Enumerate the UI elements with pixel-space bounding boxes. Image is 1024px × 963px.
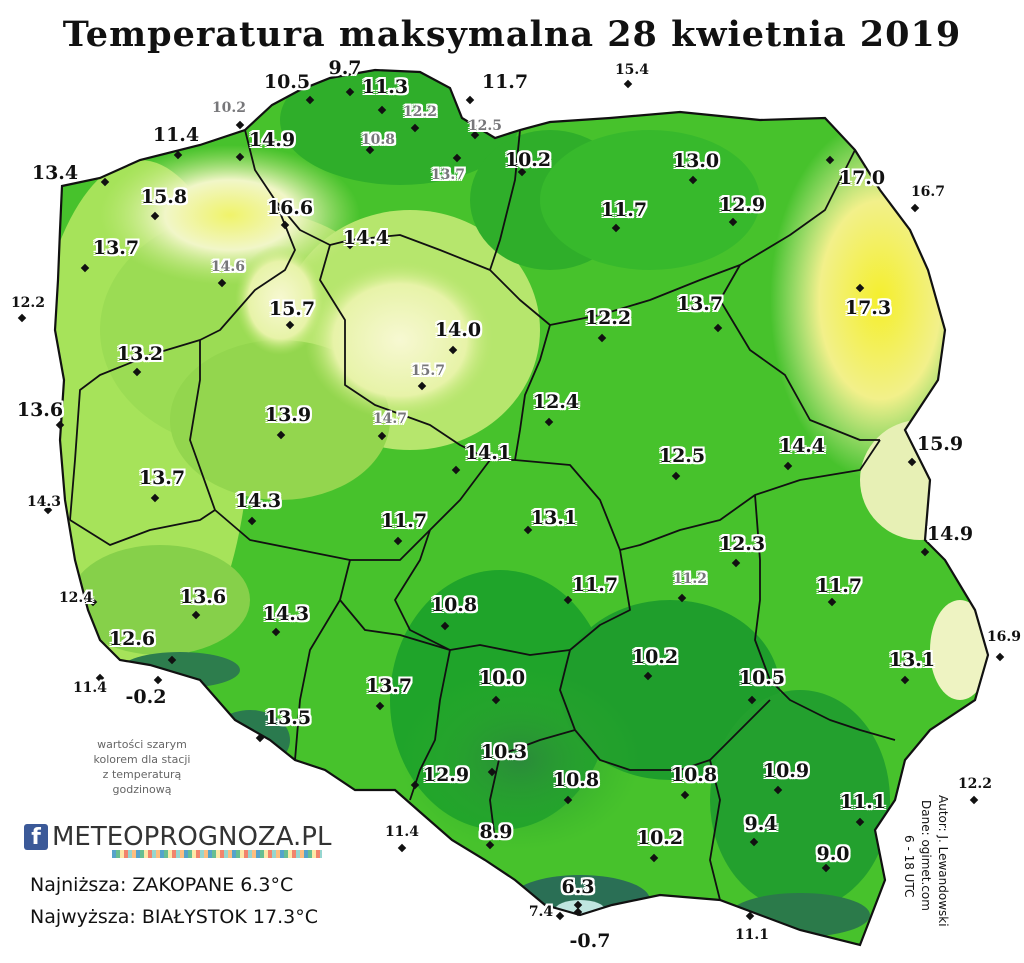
station-temperature-label: 13.6 [179, 586, 227, 608]
station-temperature-label: 9.0 [816, 843, 850, 865]
station-temperature-label: 10.5 [738, 667, 786, 689]
station-temperature-label: 14.3 [26, 494, 62, 510]
station-temperature-label: 10.0 [478, 667, 526, 689]
station-temperature-label: 11.1 [734, 927, 770, 943]
station-temperature-label: 13.7 [430, 167, 466, 183]
station-temperature-label: 10.3 [480, 741, 528, 763]
station-temperature-label: 14.4 [778, 435, 826, 457]
station-temperature-label: 11.4 [384, 824, 420, 840]
station-temperature-label: 11.7 [571, 574, 619, 596]
station-temperature-label: 17.3 [844, 297, 892, 319]
data-source-credit: Dane: ogimet.com [919, 800, 933, 911]
station-temperature-label: 10.2 [211, 100, 247, 116]
station-temperature-label: 13.1 [888, 649, 936, 671]
station-temperature-label: 10.2 [504, 149, 552, 171]
station-temperature-label: 12.2 [10, 295, 46, 311]
station-temperature-label: 13.0 [672, 150, 720, 172]
station-temperature-label: 12.6 [108, 628, 156, 650]
station-temperature-label: 10.8 [670, 764, 718, 786]
station-temperature-label: 12.2 [402, 104, 438, 120]
station-temperature-label: 12.5 [467, 118, 503, 134]
station-temperature-label: 12.9 [422, 764, 470, 786]
station-temperature-label: 14.0 [434, 319, 482, 341]
station-temperature-label: 10.2 [636, 827, 684, 849]
facebook-icon[interactable]: f [24, 824, 48, 850]
station-temperature-label: 12.5 [658, 445, 706, 467]
station-temperature-label: 15.7 [268, 298, 316, 320]
station-temperature-label: 11.7 [600, 199, 648, 221]
station-temperature-label: -0.7 [569, 930, 611, 952]
station-temperature-label: 14.9 [248, 129, 296, 151]
station-temperature-label: 13.9 [264, 404, 312, 426]
station-temperature-label: 14.4 [342, 227, 390, 249]
grey-values-note: wartości szarym kolorem dla stacji z tem… [93, 738, 191, 796]
station-temperature-label: 10.2 [631, 646, 679, 668]
station-temperature-label: 12.2 [584, 307, 632, 329]
station-temperature-label: 10.9 [762, 760, 810, 782]
map-title: Temperatura maksymalna 28 kwietnia 2019 [62, 14, 962, 55]
station-temperature-label: 11.1 [839, 791, 887, 813]
station-temperature-label: 17.0 [838, 167, 886, 189]
station-temperature-label: 13.7 [365, 675, 413, 697]
station-temperature-label: 12.9 [718, 194, 766, 216]
station-temperature-label: 8.9 [479, 821, 513, 843]
station-temperature-label: 10.5 [263, 71, 311, 93]
station-temperature-label: 16.6 [266, 197, 314, 219]
station-temperature-label: 11.7 [380, 510, 428, 532]
station-temperature-label: 11.2 [672, 571, 708, 587]
station-temperature-label: -0.2 [125, 686, 167, 708]
station-temperature-label: 16.9 [986, 629, 1022, 645]
station-temperature-label: 14.3 [234, 490, 282, 512]
station-temperature-label: 13.4 [31, 162, 79, 184]
station-temperature-label: 9.7 [328, 57, 362, 79]
meteoprognoza-logo[interactable]: f METEOPROGNOZA.PL [24, 822, 331, 852]
station-temperature-label: 10.8 [430, 594, 478, 616]
lowest-temperature: Najniższa: ZAKOPANE 6.3°C [30, 874, 294, 896]
station-temperature-label: 6.3 [561, 876, 595, 898]
station-temperature-label: 13.6 [16, 399, 64, 421]
station-temperature-label: 11.7 [481, 71, 529, 93]
station-temperature-label: 13.5 [264, 707, 312, 729]
station-temperature-label: 12.3 [718, 533, 766, 555]
station-temperature-label: 14.3 [262, 603, 310, 625]
station-temperature-label: 12.2 [957, 776, 993, 792]
station-temperature-label: 10.8 [360, 132, 396, 148]
logo-color-strip [112, 850, 322, 858]
time-range-credit: 6 - 18 UTC [902, 835, 916, 898]
station-temperature-label: 14.1 [464, 442, 512, 464]
highest-temperature: Najwyższa: BIAŁYSTOK 17.3°C [30, 906, 318, 928]
station-temperature-label: 13.7 [676, 293, 724, 315]
station-temperature-label: 15.7 [410, 363, 446, 379]
station-temperature-label: 15.9 [916, 433, 964, 455]
station-temperature-label: 15.8 [140, 186, 188, 208]
station-temperature-label: 12.4 [58, 590, 94, 606]
station-temperature-label: 9.4 [744, 813, 778, 835]
station-temperature-label: 13.7 [92, 237, 140, 259]
station-temperature-label: 13.7 [138, 467, 186, 489]
station-temperature-label: 10.8 [552, 769, 600, 791]
station-temperature-label: 11.4 [152, 124, 200, 146]
station-temperature-label: 11.7 [815, 575, 863, 597]
station-temperature-label: 14.7 [372, 411, 408, 427]
author-credit: Autor: J. Lewandowski [936, 795, 950, 927]
station-temperature-label: 12.4 [532, 391, 580, 413]
station-temperature-label: 11.3 [361, 76, 409, 98]
station-temperature-label: 11.4 [72, 680, 108, 696]
logo-text: METEOPROGNOZA.PL [52, 822, 332, 852]
station-temperature-label: 16.7 [910, 184, 946, 200]
station-temperature-label: 15.4 [614, 62, 650, 78]
station-temperature-label: 13.1 [530, 507, 578, 529]
station-temperature-label: 7.4 [528, 904, 554, 920]
station-temperature-label: 14.6 [210, 259, 246, 275]
station-temperature-label: 13.2 [116, 343, 164, 365]
station-temperature-label: 14.9 [926, 523, 974, 545]
